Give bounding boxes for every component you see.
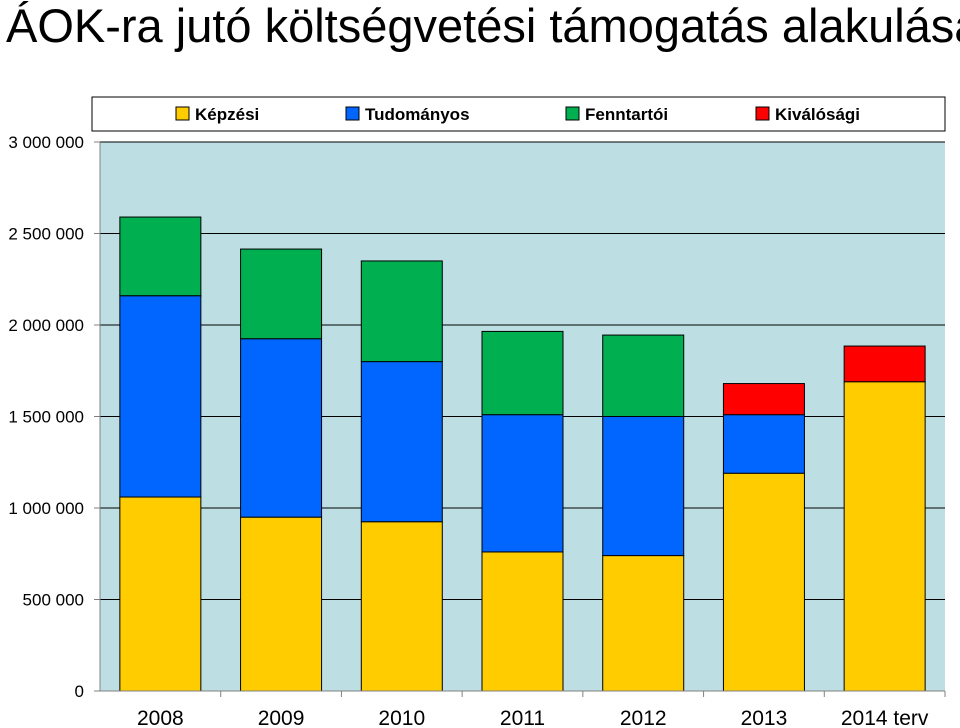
bar-képzési bbox=[602, 555, 685, 692]
legend-swatch bbox=[755, 106, 770, 121]
y-tick-label: 500 000 bbox=[23, 591, 84, 610]
y-tick-label: 2 500 000 bbox=[8, 225, 84, 244]
legend-label: Fenntartói bbox=[585, 105, 668, 124]
legend-label: Képzési bbox=[195, 105, 259, 124]
legend-box bbox=[91, 96, 946, 132]
x-tick-label: 2011 bbox=[500, 707, 545, 728]
bar-fenntartói bbox=[119, 216, 202, 297]
legend-swatch bbox=[565, 106, 580, 121]
bar-tudományos bbox=[481, 414, 564, 553]
bar-képzési bbox=[481, 551, 564, 692]
bar-tudományos bbox=[119, 295, 202, 498]
y-tick-label: 3 000 000 bbox=[8, 133, 84, 152]
bar-képzési bbox=[843, 381, 926, 692]
bar-tudományos bbox=[360, 361, 443, 523]
bar-fenntartói bbox=[360, 260, 443, 363]
bar-tudományos bbox=[602, 416, 685, 557]
y-tick-label: 1 500 000 bbox=[8, 408, 84, 427]
bar-fenntartói bbox=[602, 334, 685, 417]
bars bbox=[119, 216, 926, 692]
y-tick-label: 1 000 000 bbox=[8, 499, 84, 518]
chart-title: ÁOK-ra jutó költségvetési támogatás alak… bbox=[6, 0, 960, 52]
bar-fenntartói bbox=[240, 248, 323, 340]
legend: Képzési Tudományos Fenntartói Kiválósági bbox=[91, 96, 946, 132]
bar-képzési bbox=[240, 516, 323, 692]
bar-tudományos bbox=[722, 414, 805, 474]
bar-kiválósági bbox=[843, 345, 926, 383]
bar-kiválósági bbox=[722, 383, 805, 416]
legend-swatch bbox=[175, 106, 190, 121]
x-tick-label: 2014 terv bbox=[841, 707, 929, 728]
legend-swatch bbox=[345, 106, 360, 121]
x-tick-label: 2008 bbox=[137, 707, 184, 728]
legend-label: Kiválósági bbox=[775, 105, 860, 124]
x-tick-label: 2013 bbox=[741, 707, 788, 728]
bar-tudományos bbox=[240, 338, 323, 518]
axes: 0 500 000 1 000 000 1 500 000 2 000 000 2 500… bbox=[8, 133, 946, 728]
bar-fenntartói bbox=[481, 330, 564, 416]
x-tick-label: 2012 bbox=[620, 707, 667, 728]
y-tick-label: 0 bbox=[75, 682, 84, 701]
bar-képzési bbox=[360, 521, 443, 692]
x-tick-label: 2009 bbox=[258, 707, 305, 728]
bar-képzési bbox=[722, 472, 805, 692]
y-tick-label: 2 000 000 bbox=[8, 316, 84, 335]
legend-label: Tudományos bbox=[365, 105, 470, 124]
x-tick-label: 2010 bbox=[378, 707, 425, 728]
bar-képzési bbox=[119, 496, 202, 692]
